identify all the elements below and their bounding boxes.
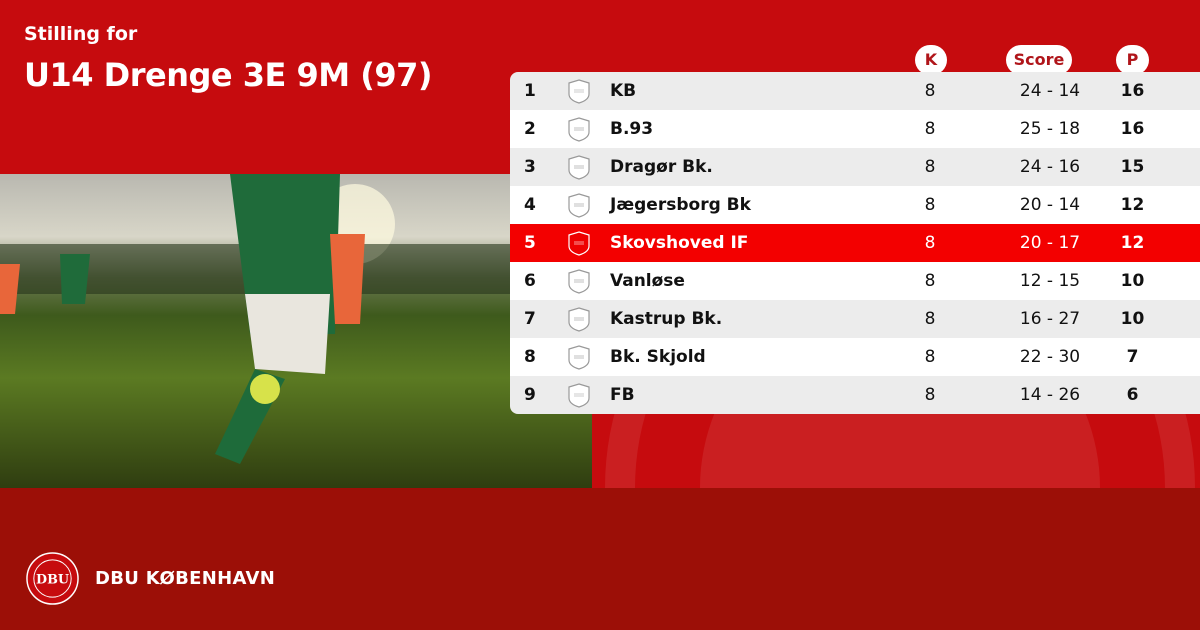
team-name[interactable]: Jægersborg Bk bbox=[610, 195, 751, 215]
club-crest-icon bbox=[568, 79, 590, 104]
svg-text:DBU: DBU bbox=[36, 572, 69, 587]
points: 16 bbox=[1120, 119, 1145, 139]
page-subtitle: Stilling for bbox=[24, 23, 138, 45]
team-name[interactable]: FB bbox=[610, 385, 635, 405]
club-crest-icon bbox=[568, 345, 590, 370]
matches-played: 8 bbox=[924, 195, 936, 215]
table-row-highlighted[interactable]: 5 Skovshoved IF 8 20 - 17 12 bbox=[510, 224, 1200, 262]
team-name[interactable]: Bk. Skjold bbox=[610, 347, 706, 367]
team-name[interactable]: Skovshoved IF bbox=[610, 233, 749, 253]
goal-score: 22 - 30 bbox=[1019, 347, 1081, 367]
matches-played: 8 bbox=[924, 81, 936, 101]
position: 3 bbox=[524, 157, 536, 177]
table-row[interactable]: 6 Vanløse 8 12 - 15 10 bbox=[510, 262, 1200, 300]
points: 10 bbox=[1120, 271, 1145, 291]
club-crest-icon bbox=[568, 383, 590, 408]
dbu-logo: DBU bbox=[26, 552, 79, 605]
matches-played: 8 bbox=[924, 157, 936, 177]
goal-score: 24 - 16 bbox=[1019, 157, 1081, 177]
team-name[interactable]: Kastrup Bk. bbox=[610, 309, 723, 329]
page-title: U14 Drenge 3E 9M (97) bbox=[24, 56, 433, 94]
standings-table: 1 KB 8 24 - 14 16 2 B.93 8 25 - 18 16 3 Dr… bbox=[510, 72, 1200, 414]
brand-name: DBU KØBENHAVN bbox=[95, 568, 276, 589]
goal-score: 20 - 17 bbox=[1019, 233, 1081, 253]
goal-score: 24 - 14 bbox=[1019, 81, 1081, 101]
points: 7 bbox=[1126, 347, 1139, 367]
table-row[interactable]: 4 Jægersborg Bk 8 20 - 14 12 bbox=[510, 186, 1200, 224]
matches-played: 8 bbox=[924, 119, 936, 139]
position: 1 bbox=[524, 81, 536, 101]
goal-score: 20 - 14 bbox=[1019, 195, 1081, 215]
club-crest-icon bbox=[568, 117, 590, 142]
table-row[interactable]: 3 Dragør Bk. 8 24 - 16 15 bbox=[510, 148, 1200, 186]
goal-score: 25 - 18 bbox=[1019, 119, 1081, 139]
column-header-score[interactable]: Score bbox=[1006, 45, 1072, 75]
column-header-points[interactable]: P bbox=[1116, 45, 1149, 75]
position: 9 bbox=[524, 385, 536, 405]
table-row[interactable]: 1 KB 8 24 - 14 16 bbox=[510, 72, 1200, 110]
points: 12 bbox=[1120, 233, 1145, 253]
footer-area bbox=[0, 488, 1200, 630]
position: 4 bbox=[524, 195, 536, 215]
club-crest-icon bbox=[568, 269, 590, 294]
football-photo bbox=[0, 174, 592, 488]
position: 2 bbox=[524, 119, 536, 139]
position: 5 bbox=[524, 233, 536, 253]
matches-played: 8 bbox=[924, 309, 936, 329]
position: 6 bbox=[524, 271, 536, 291]
goal-score: 12 - 15 bbox=[1019, 271, 1081, 291]
points: 6 bbox=[1126, 385, 1139, 405]
goal-score: 14 - 26 bbox=[1019, 385, 1081, 405]
photo-illustration bbox=[0, 174, 592, 464]
club-crest-icon bbox=[568, 231, 590, 256]
table-row[interactable]: 7 Kastrup Bk. 8 16 - 27 10 bbox=[510, 300, 1200, 338]
club-crest-icon bbox=[568, 155, 590, 180]
club-crest-icon bbox=[568, 193, 590, 218]
team-name[interactable]: Dragør Bk. bbox=[610, 157, 713, 177]
position: 8 bbox=[524, 347, 536, 367]
team-name[interactable]: B.93 bbox=[610, 119, 654, 139]
team-name[interactable]: Vanløse bbox=[610, 271, 685, 291]
points: 12 bbox=[1120, 195, 1145, 215]
table-row[interactable]: 9 FB 8 14 - 26 6 bbox=[510, 376, 1200, 414]
matches-played: 8 bbox=[924, 385, 936, 405]
table-row[interactable]: 8 Bk. Skjold 8 22 - 30 7 bbox=[510, 338, 1200, 376]
club-crest-icon bbox=[568, 307, 590, 332]
points: 16 bbox=[1120, 81, 1145, 101]
column-header-played[interactable]: K bbox=[915, 45, 947, 75]
points: 15 bbox=[1120, 157, 1145, 177]
matches-played: 8 bbox=[924, 233, 936, 253]
points: 10 bbox=[1120, 309, 1145, 329]
team-name[interactable]: KB bbox=[610, 81, 637, 101]
table-row[interactable]: 2 B.93 8 25 - 18 16 bbox=[510, 110, 1200, 148]
matches-played: 8 bbox=[924, 347, 936, 367]
goal-score: 16 - 27 bbox=[1019, 309, 1081, 329]
position: 7 bbox=[524, 309, 536, 329]
matches-played: 8 bbox=[924, 271, 936, 291]
